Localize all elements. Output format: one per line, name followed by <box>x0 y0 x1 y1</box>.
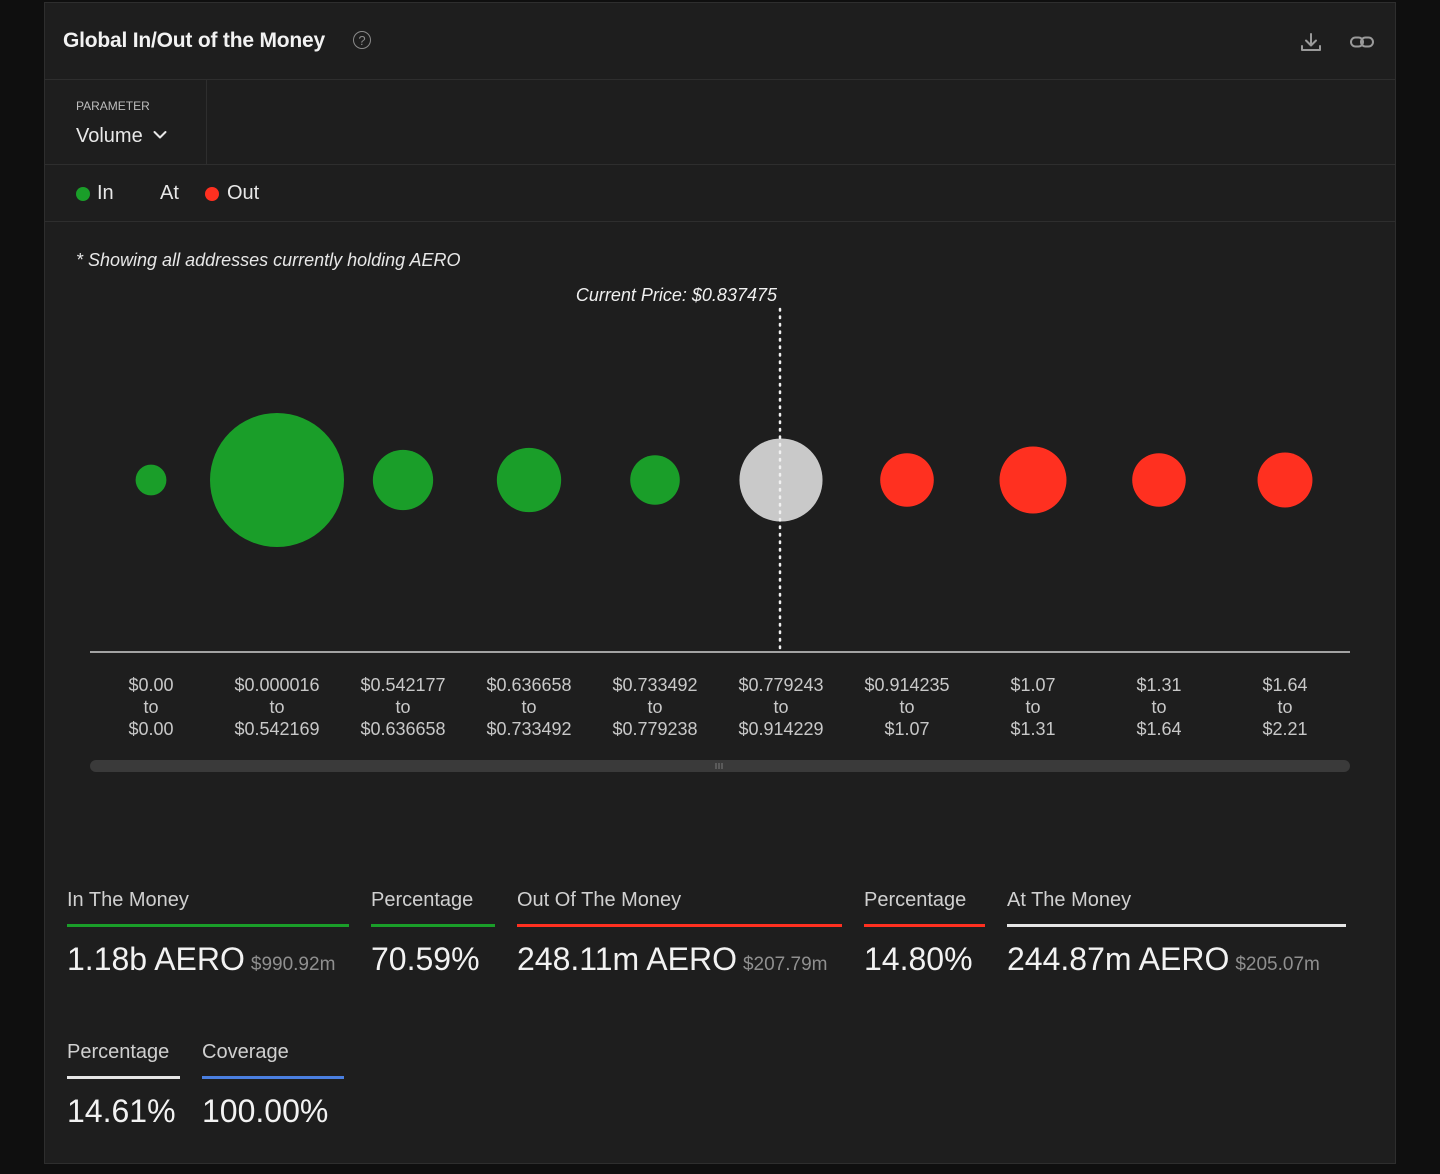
x-tick-label: to <box>1151 697 1166 717</box>
at-money-usd: $205.07m <box>1235 954 1320 975</box>
x-tick-label: to <box>521 697 536 717</box>
in-pct-value: 70.59% <box>371 941 480 977</box>
bubble-out[interactable] <box>1132 453 1186 507</box>
at-money-value: 244.87m AERO $205.07m <box>1007 941 1320 978</box>
in-money-label: In The Money <box>67 889 189 911</box>
chart-scrollbar[interactable] <box>90 760 1350 772</box>
parameter-row: PARAMETER Volume <box>45 80 1395 165</box>
out-money-value: 248.11m AERO $207.79m <box>517 941 827 978</box>
at-pct-value: 14.61% <box>67 1093 176 1129</box>
x-tick-label: $0.000016 <box>234 675 319 695</box>
x-tick-label: $1.31 <box>1136 675 1181 695</box>
x-tick-label: to <box>269 697 284 717</box>
bubble-in[interactable] <box>135 464 167 496</box>
coverage-value: 100.00% <box>202 1093 329 1129</box>
at-money-amount: 244.87m AERO <box>1007 941 1230 977</box>
holding-note: * Showing all addresses currently holdin… <box>76 250 461 270</box>
in-money-amount: 1.18b AERO <box>67 941 245 977</box>
panel-header: Global In/Out of the Money ? <box>45 3 1395 80</box>
x-tick-label: $0.733492 <box>486 719 571 739</box>
x-tick-label: $1.64 <box>1136 719 1181 739</box>
link-icon[interactable] <box>1349 29 1375 55</box>
at-money-underline <box>1007 924 1346 927</box>
legend-out-label[interactable]: Out <box>227 182 260 204</box>
x-tick-label: $1.64 <box>1262 675 1307 695</box>
x-tick-label: $0.779243 <box>738 675 823 695</box>
x-tick-label: $1.31 <box>1010 719 1055 739</box>
out-pct-underline <box>864 924 985 927</box>
legend: In At Out <box>45 165 1395 222</box>
out-money-label: Out Of The Money <box>517 889 682 911</box>
in-pct-underline <box>371 924 495 927</box>
bubble-chart: Current Price: $0.837475$0.00to$0.00$0.0… <box>90 285 1350 772</box>
bubble-in[interactable] <box>372 449 434 511</box>
help-icon[interactable]: ? <box>353 31 371 49</box>
out-money-underline <box>517 924 842 927</box>
x-tick-label: to <box>899 697 914 717</box>
legend-at-label[interactable]: At <box>160 182 179 204</box>
bubble-at[interactable] <box>739 438 823 522</box>
in-pct-label: Percentage <box>371 889 474 911</box>
x-tick-label: to <box>143 697 158 717</box>
bubble-out[interactable] <box>999 446 1067 514</box>
legend-in-dot <box>76 187 90 201</box>
coverage-label: Coverage <box>202 1041 289 1063</box>
x-tick-label: $1.07 <box>884 719 929 739</box>
in-money-usd: $990.92m <box>250 954 336 975</box>
x-tick-label: to <box>647 697 662 717</box>
download-icon[interactable] <box>1298 29 1324 55</box>
at-pct-label: Percentage <box>67 1041 170 1063</box>
x-tick-label: $1.07 <box>1010 675 1055 695</box>
at-pct-underline <box>67 1076 180 1079</box>
at-money-label: At The Money <box>1007 889 1132 911</box>
out-money-amount: 248.11m AERO <box>517 941 737 977</box>
out-pct-label: Percentage <box>864 889 967 911</box>
x-tick-label: $0.542169 <box>234 719 319 739</box>
bubble-in[interactable] <box>210 413 344 547</box>
legend-in-label[interactable]: In <box>97 182 114 204</box>
x-tick-label: to <box>773 697 788 717</box>
bubble-in[interactable] <box>630 455 680 505</box>
x-tick-label: to <box>1025 697 1040 717</box>
x-tick-label: $0.914235 <box>864 675 949 695</box>
x-tick-label: to <box>1277 697 1292 717</box>
x-tick-label: to <box>395 697 410 717</box>
x-tick-label: $0.733492 <box>612 675 697 695</box>
x-tick-label: $0.00 <box>128 719 173 739</box>
x-tick-label: $0.542177 <box>360 675 445 695</box>
x-tick-label: $0.636658 <box>360 719 445 739</box>
in-money-underline <box>67 924 349 927</box>
x-tick-label: $0.636658 <box>486 675 571 695</box>
out-money-usd: $207.79m <box>742 954 828 975</box>
coverage-underline <box>202 1076 344 1079</box>
x-tick-label: $0.779238 <box>612 719 697 739</box>
bubble-out[interactable] <box>1257 452 1313 508</box>
bubble-out[interactable] <box>880 453 934 507</box>
parameter-select[interactable]: PARAMETER Volume <box>45 80 207 164</box>
bubble-in[interactable] <box>496 447 562 513</box>
panel-title: Global In/Out of the Money <box>63 29 325 52</box>
in-money-value: 1.18b AERO $990.92m <box>67 941 335 978</box>
x-tick-label: $0.914229 <box>738 719 823 739</box>
chart-panel: Global In/Out of the Money ? PARAMETER V… <box>44 2 1396 1164</box>
chevron-down-icon[interactable] <box>153 130 167 140</box>
x-tick-label: $0.00 <box>128 675 173 695</box>
x-tick-label: $2.21 <box>1262 719 1307 739</box>
out-pct-value: 14.80% <box>864 941 973 977</box>
parameter-value[interactable]: Volume <box>76 125 143 147</box>
parameter-label: PARAMETER <box>76 99 150 113</box>
current-price-label: Current Price: $0.837475 <box>576 285 778 305</box>
legend-out-dot <box>205 187 219 201</box>
